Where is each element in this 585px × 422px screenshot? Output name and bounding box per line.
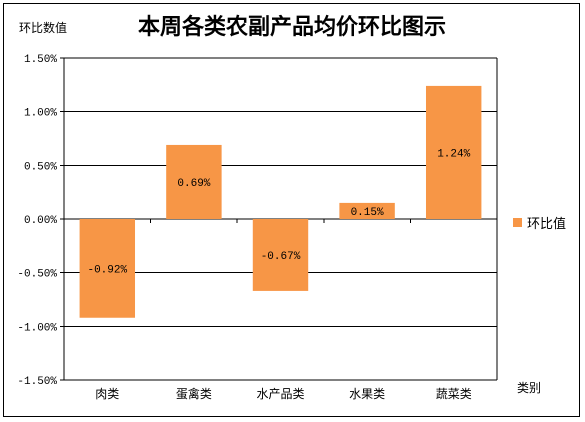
category-label: 水产品类 bbox=[256, 387, 304, 401]
bar bbox=[339, 202, 395, 219]
chart-title: 本周各类农副产品均价环比图示 bbox=[138, 14, 446, 40]
chart-frame bbox=[3, 3, 580, 417]
y-tick-label: -0.50% bbox=[17, 269, 57, 281]
y-tick-label: 0.50% bbox=[24, 161, 57, 173]
data-label: 0.15% bbox=[351, 207, 384, 219]
category-label: 蔬菜类 bbox=[436, 387, 472, 401]
data-label: -0.92% bbox=[87, 264, 127, 276]
data-label: 0.69% bbox=[177, 178, 210, 190]
bar bbox=[252, 219, 309, 291]
legend-label: 环比值 bbox=[527, 216, 566, 232]
y-axis-label: 环比数值 bbox=[19, 20, 67, 35]
data-label: 1.24% bbox=[437, 148, 470, 160]
bar bbox=[425, 85, 482, 219]
bar bbox=[79, 219, 136, 318]
category-label: 蛋禽类 bbox=[176, 386, 212, 401]
y-tick-label: 0.00% bbox=[24, 215, 57, 227]
legend-swatch bbox=[513, 218, 522, 227]
y-tick-label: 1.50% bbox=[24, 54, 57, 66]
y-tick-label: -1.50% bbox=[17, 376, 57, 388]
category-label: 水果类 bbox=[349, 387, 385, 401]
x-axis-label: 类别 bbox=[517, 381, 541, 395]
data-label: -0.67% bbox=[261, 251, 301, 263]
y-tick-label: -1.00% bbox=[17, 322, 57, 334]
category-label: 肉类 bbox=[95, 387, 119, 401]
plot-area: 1.50% 1.00% 0.50% 0.00% -0.50% -1.00% -1.50% -0… bbox=[17, 54, 498, 401]
bar bbox=[166, 144, 222, 219]
y-tick-label: 1.00% bbox=[24, 108, 57, 120]
